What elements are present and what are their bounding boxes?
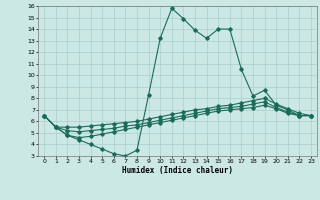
X-axis label: Humidex (Indice chaleur): Humidex (Indice chaleur) [122, 166, 233, 175]
